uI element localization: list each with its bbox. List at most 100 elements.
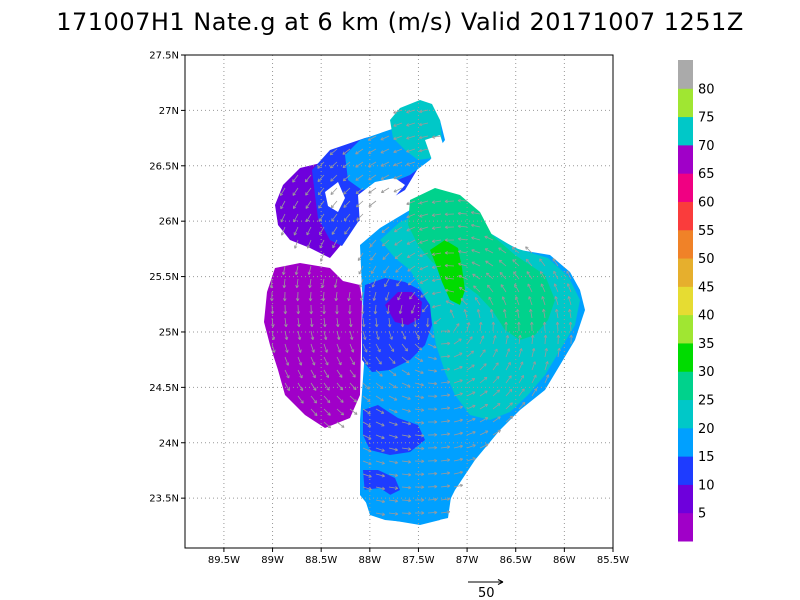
wind-vector: [375, 512, 386, 516]
wind-vector: [359, 278, 364, 288]
wind-vector: [388, 447, 398, 452]
wind-vector: [401, 395, 411, 400]
wind-vector: [466, 378, 476, 384]
wind-vector: [336, 343, 341, 353]
wind-vector: [401, 408, 411, 413]
wind-vector: [457, 237, 468, 241]
wind-vector: [491, 321, 496, 332]
wind-vector: [310, 343, 315, 353]
wind-vector: [406, 122, 416, 127]
wind-vector: [531, 347, 536, 358]
colorbar-swatch: [678, 342, 693, 372]
wind-vector: [569, 334, 573, 345]
wind-vector: [427, 433, 438, 437]
wind-vector: [568, 308, 572, 319]
wind-vector: [539, 258, 546, 267]
wind-vector: [427, 458, 438, 463]
wind-vector: [396, 278, 403, 287]
wind-vector: [393, 161, 403, 167]
wind-vector: [309, 304, 313, 315]
wind-vector: [284, 343, 289, 353]
wind-vector: [554, 296, 559, 306]
wind-vector: [457, 250, 468, 254]
wind-vector: [307, 265, 312, 275]
wind-vector: [484, 248, 494, 254]
wind-vector: [336, 356, 342, 366]
wind-vector: [358, 265, 364, 275]
wind-vector: [292, 187, 299, 196]
wind-vector: [518, 401, 526, 410]
wind-vector: [453, 323, 460, 332]
wind-vector: [380, 187, 390, 193]
wind-vector: [406, 226, 416, 232]
wind-vector: [406, 239, 416, 245]
wind-vector: [348, 304, 352, 315]
wind-vector: [419, 226, 429, 231]
x-tick-label: 88W: [359, 555, 382, 566]
wind-vector: [297, 356, 303, 366]
wind-vector: [320, 252, 325, 262]
wind-vector: [388, 343, 395, 352]
colorbar-label: 75: [698, 111, 715, 126]
colorbar-label: 70: [698, 139, 715, 154]
wind-vector: [372, 291, 377, 301]
wind-vector: [470, 211, 481, 215]
wind-vector: [466, 457, 476, 462]
wind-vector: [359, 291, 364, 302]
wind-vector: [427, 471, 438, 476]
wind-vector: [552, 258, 559, 267]
wind-vector: [527, 283, 533, 293]
wind-vector: [310, 317, 314, 328]
wind-vector: [355, 174, 364, 181]
colorbar-label: 5: [698, 507, 706, 522]
wind-vector: [414, 382, 424, 387]
reference-vector-label: 50: [478, 586, 495, 600]
wind-vector: [406, 200, 416, 206]
wind-vector: [420, 291, 429, 298]
wind-vector: [529, 321, 534, 332]
y-tick-label: 26.5N: [149, 161, 179, 172]
wind-vector: [516, 308, 520, 319]
wind-vector: [310, 369, 316, 379]
wind-vector: [505, 348, 510, 358]
wind-vector: [368, 174, 377, 181]
wind-vector: [336, 408, 345, 416]
colorbar-swatch: [678, 258, 693, 287]
y-tick-label: 25N: [159, 327, 179, 338]
wind-vector: [528, 296, 533, 306]
wind-vector: [310, 408, 318, 417]
x-tick-label: 85.5W: [597, 555, 629, 566]
wind-vector: [473, 285, 481, 293]
wind-vector: [393, 187, 403, 193]
wind-vector: [318, 213, 325, 222]
wind-vector: [406, 252, 416, 258]
wind-vector: [349, 408, 358, 415]
wind-vector: [323, 395, 331, 404]
wind-vector: [444, 263, 455, 268]
wind-vector: [525, 246, 533, 254]
wind-vector: [355, 161, 364, 168]
wind-vector: [492, 376, 500, 384]
wind-vector: [492, 416, 501, 423]
wind-vector: [393, 148, 403, 154]
colorbar-label: 15: [698, 450, 715, 465]
wind-vector: [511, 246, 520, 254]
wind-vector: [332, 239, 338, 249]
colorbar: 5 10 15 20 25 30 35 40 45 50 55 60 65 70 75 80: [678, 60, 715, 542]
wind-vector: [444, 276, 455, 281]
wind-vector: [388, 421, 398, 426]
wind-vector: [505, 361, 511, 371]
wind-vector: [472, 273, 481, 280]
wind-vector: [463, 309, 468, 319]
wind-vector: [375, 486, 386, 491]
plot-title: 171007H1 Nate.g at 6 km (m/s) Valid 2017…: [56, 8, 744, 36]
wind-vector: [540, 283, 546, 293]
colorbar-label: 60: [698, 195, 715, 210]
wind-vector: [355, 200, 364, 208]
wind-vector: [342, 148, 351, 155]
wind-vector: [479, 443, 489, 449]
y-tick-label: 24.5N: [149, 383, 179, 394]
wind-vector: [427, 497, 438, 502]
wind-vector: [414, 343, 423, 351]
wind-vector: [419, 278, 429, 284]
